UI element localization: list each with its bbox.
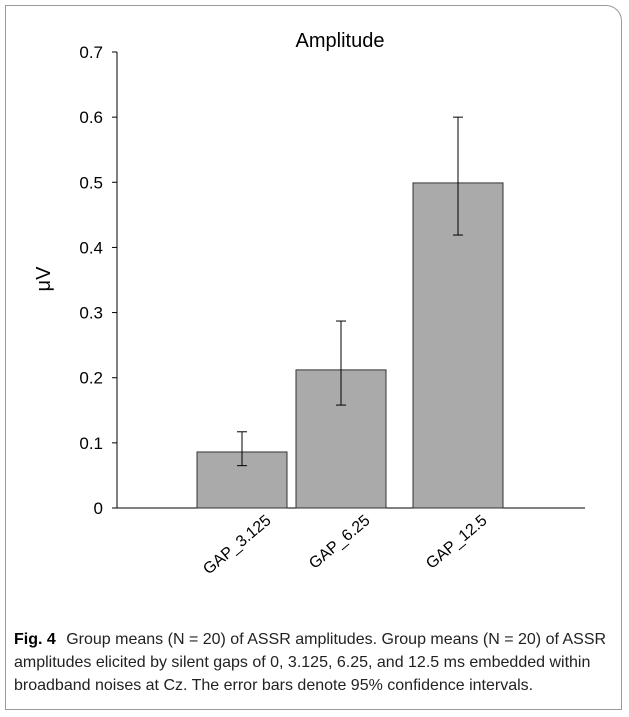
y-axis-label: μV: [33, 266, 55, 292]
caption-text: Group means (N = 20) of ASSR amplitudes.…: [14, 631, 607, 694]
chart-title: Amplitude: [296, 30, 385, 52]
x-tick-labels: GAP_3.125 GAP_6.25 GAP_12.5: [200, 512, 490, 578]
y-tick-label: 0.5: [79, 173, 103, 192]
x-tick-label: GAP_3.125: [200, 512, 274, 578]
figure-frame: [5, 5, 622, 710]
bar-chart: Amplitude μV GAP_3.125 GAP_6.25 GAP_12.5 0…: [33, 30, 585, 578]
figure-label: Fig. 4: [14, 631, 56, 648]
figure-caption: Fig. 4 Group means (N = 20) of ASSR ampl…: [14, 628, 614, 697]
y-tick-label: 0.3: [79, 304, 103, 323]
y-tick-label: 0.7: [79, 43, 103, 62]
y-tick-label: 0: [94, 499, 103, 518]
y-tick-label: 0.2: [79, 369, 103, 388]
bars: [196, 182, 504, 509]
y-tick-labels: 0 0.1 0.2 0.3 0.4 0.5 0.6 0.7: [79, 43, 117, 518]
y-tick-label: 0.4: [79, 238, 103, 257]
y-tick-label: 0.1: [79, 434, 103, 453]
y-tick-label: 0.6: [79, 108, 103, 127]
error-bars: [237, 116, 463, 467]
x-tick-label: GAP_12.5: [423, 512, 491, 573]
x-tick-label: GAP_6.25: [306, 512, 374, 573]
bar: [412, 182, 504, 509]
